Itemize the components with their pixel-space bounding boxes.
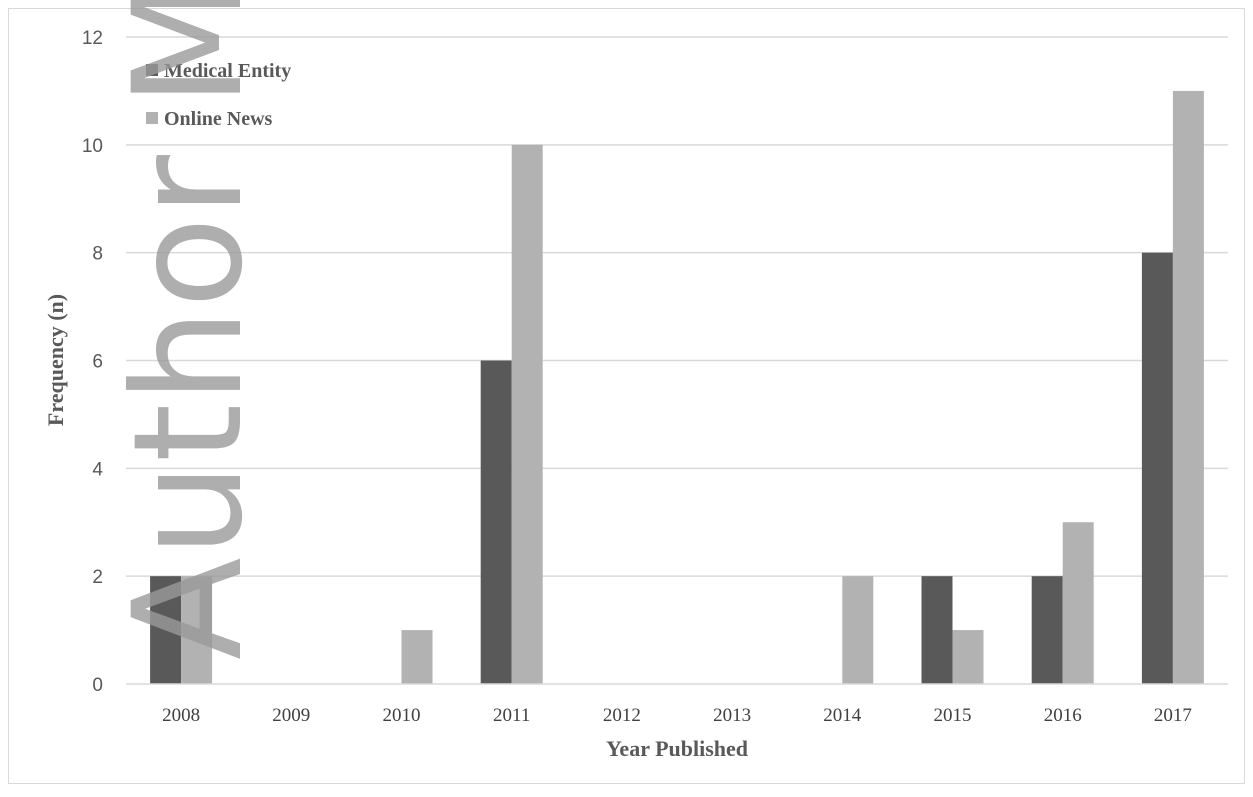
x-tick-label: 2016 xyxy=(1044,705,1082,726)
y-tick-label: 0 xyxy=(92,675,103,696)
legend-swatch-online-news xyxy=(146,112,158,124)
legend: Medical Entity Online News xyxy=(146,60,291,130)
x-tick-label: 2017 xyxy=(1154,705,1192,726)
bars xyxy=(150,90,1204,685)
x-tick-label: 2012 xyxy=(603,705,641,726)
x-tick-label: 2009 xyxy=(272,705,310,726)
bar-medical-entity-2016 xyxy=(1031,576,1063,684)
legend-swatch-medical-entity xyxy=(146,64,158,76)
y-tick-label: 10 xyxy=(82,136,103,157)
legend-label-medical-entity: Medical Entity xyxy=(164,60,291,82)
y-tick-labels: 0 2 4 6 8 10 12 xyxy=(82,28,104,696)
x-tick-label: 2010 xyxy=(383,705,421,726)
bar-online-news-2016 xyxy=(1062,522,1094,684)
y-tick-label: 4 xyxy=(92,459,103,480)
bar-online-news-2011 xyxy=(511,144,543,685)
bar-online-news-2015 xyxy=(952,630,984,684)
y-tick-label: 12 xyxy=(82,28,103,49)
x-tick-label: 2008 xyxy=(162,705,200,726)
x-tick-labels: 2008 2009 2010 2011 2012 2013 2014 2015 2016 2017 xyxy=(162,705,1192,726)
x-tick-label: 2014 xyxy=(823,705,862,726)
bar-medical-entity-2017 xyxy=(1141,252,1173,684)
y-axis-title: Frequency (n) xyxy=(43,294,68,426)
bar-medical-entity-2015 xyxy=(921,576,953,684)
bar-online-news-2014 xyxy=(842,576,874,684)
svg-text:Author M: Author M xyxy=(102,0,276,660)
bar-online-news-2008 xyxy=(181,576,213,684)
bar-online-news-2010 xyxy=(401,630,433,684)
x-tick-label: 2011 xyxy=(493,705,530,726)
y-tick-label: 6 xyxy=(92,352,103,373)
author-manuscript-watermark: Author M xyxy=(102,0,276,660)
x-tick-label: 2015 xyxy=(934,705,972,726)
x-axis-title: Year Published xyxy=(606,736,748,761)
bar-online-news-2017 xyxy=(1172,90,1204,684)
bar-medical-entity-2011 xyxy=(480,360,512,684)
y-tick-label: 8 xyxy=(92,244,103,265)
y-tick-label: 2 xyxy=(92,567,103,588)
bar-medical-entity-2008 xyxy=(150,576,182,684)
legend-label-online-news: Online News xyxy=(164,108,273,130)
x-tick-label: 2013 xyxy=(713,705,751,726)
